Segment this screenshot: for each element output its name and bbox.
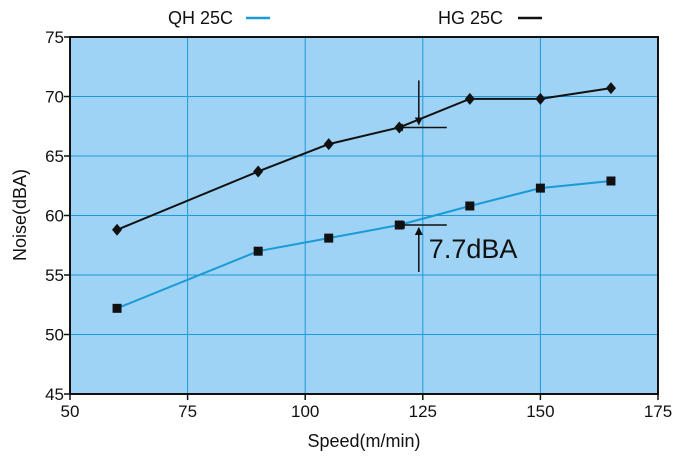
x-tick-label-125: 125 [409, 402, 437, 421]
y-tick-label-55: 55 [45, 266, 64, 285]
legend: QH 25C HG 25C [168, 8, 542, 28]
x-tick-label-50: 50 [61, 402, 80, 421]
point-qh25c-60 [112, 303, 122, 313]
legend-label-hg25c: HG 25C [438, 8, 503, 28]
point-hg25c-60 [112, 223, 123, 236]
annotation-label: 7.7dBA [429, 234, 518, 264]
x-tick-label-100: 100 [291, 402, 319, 421]
annotation-arrowhead-bottom [414, 227, 423, 236]
x-axis-label: Speed(m/min) [307, 431, 420, 451]
annotation-leaderhead-bottom [396, 221, 405, 230]
legend-label-qh25c: QH 25C [168, 8, 233, 28]
point-qh25c-150 [535, 183, 545, 193]
annotation-arrowhead-top [414, 117, 423, 126]
x-tick-label-175: 175 [644, 402, 672, 421]
y-tick-label-70: 70 [45, 88, 64, 107]
y-axis-ticks: 45 50 55 60 65 70 75 [45, 28, 70, 404]
point-hg25c-135 [464, 92, 475, 105]
x-axis-ticks: 50 75 100 125 150 175 [61, 394, 672, 421]
x-tick-label-75: 75 [178, 402, 197, 421]
point-qh25c-90 [253, 246, 263, 256]
y-tick-label-45: 45 [45, 385, 64, 404]
point-hg25c-150 [535, 92, 546, 105]
y-tick-label-65: 65 [45, 147, 64, 166]
y-tick-label-50: 50 [45, 326, 64, 345]
point-hg25c-105 [323, 138, 334, 151]
y-tick-label-75: 75 [45, 28, 64, 47]
point-qh25c-165 [606, 176, 616, 186]
point-hg25c-165 [605, 82, 616, 95]
annotation-leaderhead-top [394, 123, 403, 132]
difference-annotation: 7.7dBA [394, 80, 518, 273]
y-tick-label-60: 60 [45, 207, 64, 226]
point-hg25c-90 [253, 165, 264, 178]
point-qh25c-105 [324, 233, 334, 243]
x-tick-label-150: 150 [526, 402, 554, 421]
point-qh25c-135 [465, 201, 475, 211]
y-axis-label: Noise(dBA) [10, 169, 30, 261]
